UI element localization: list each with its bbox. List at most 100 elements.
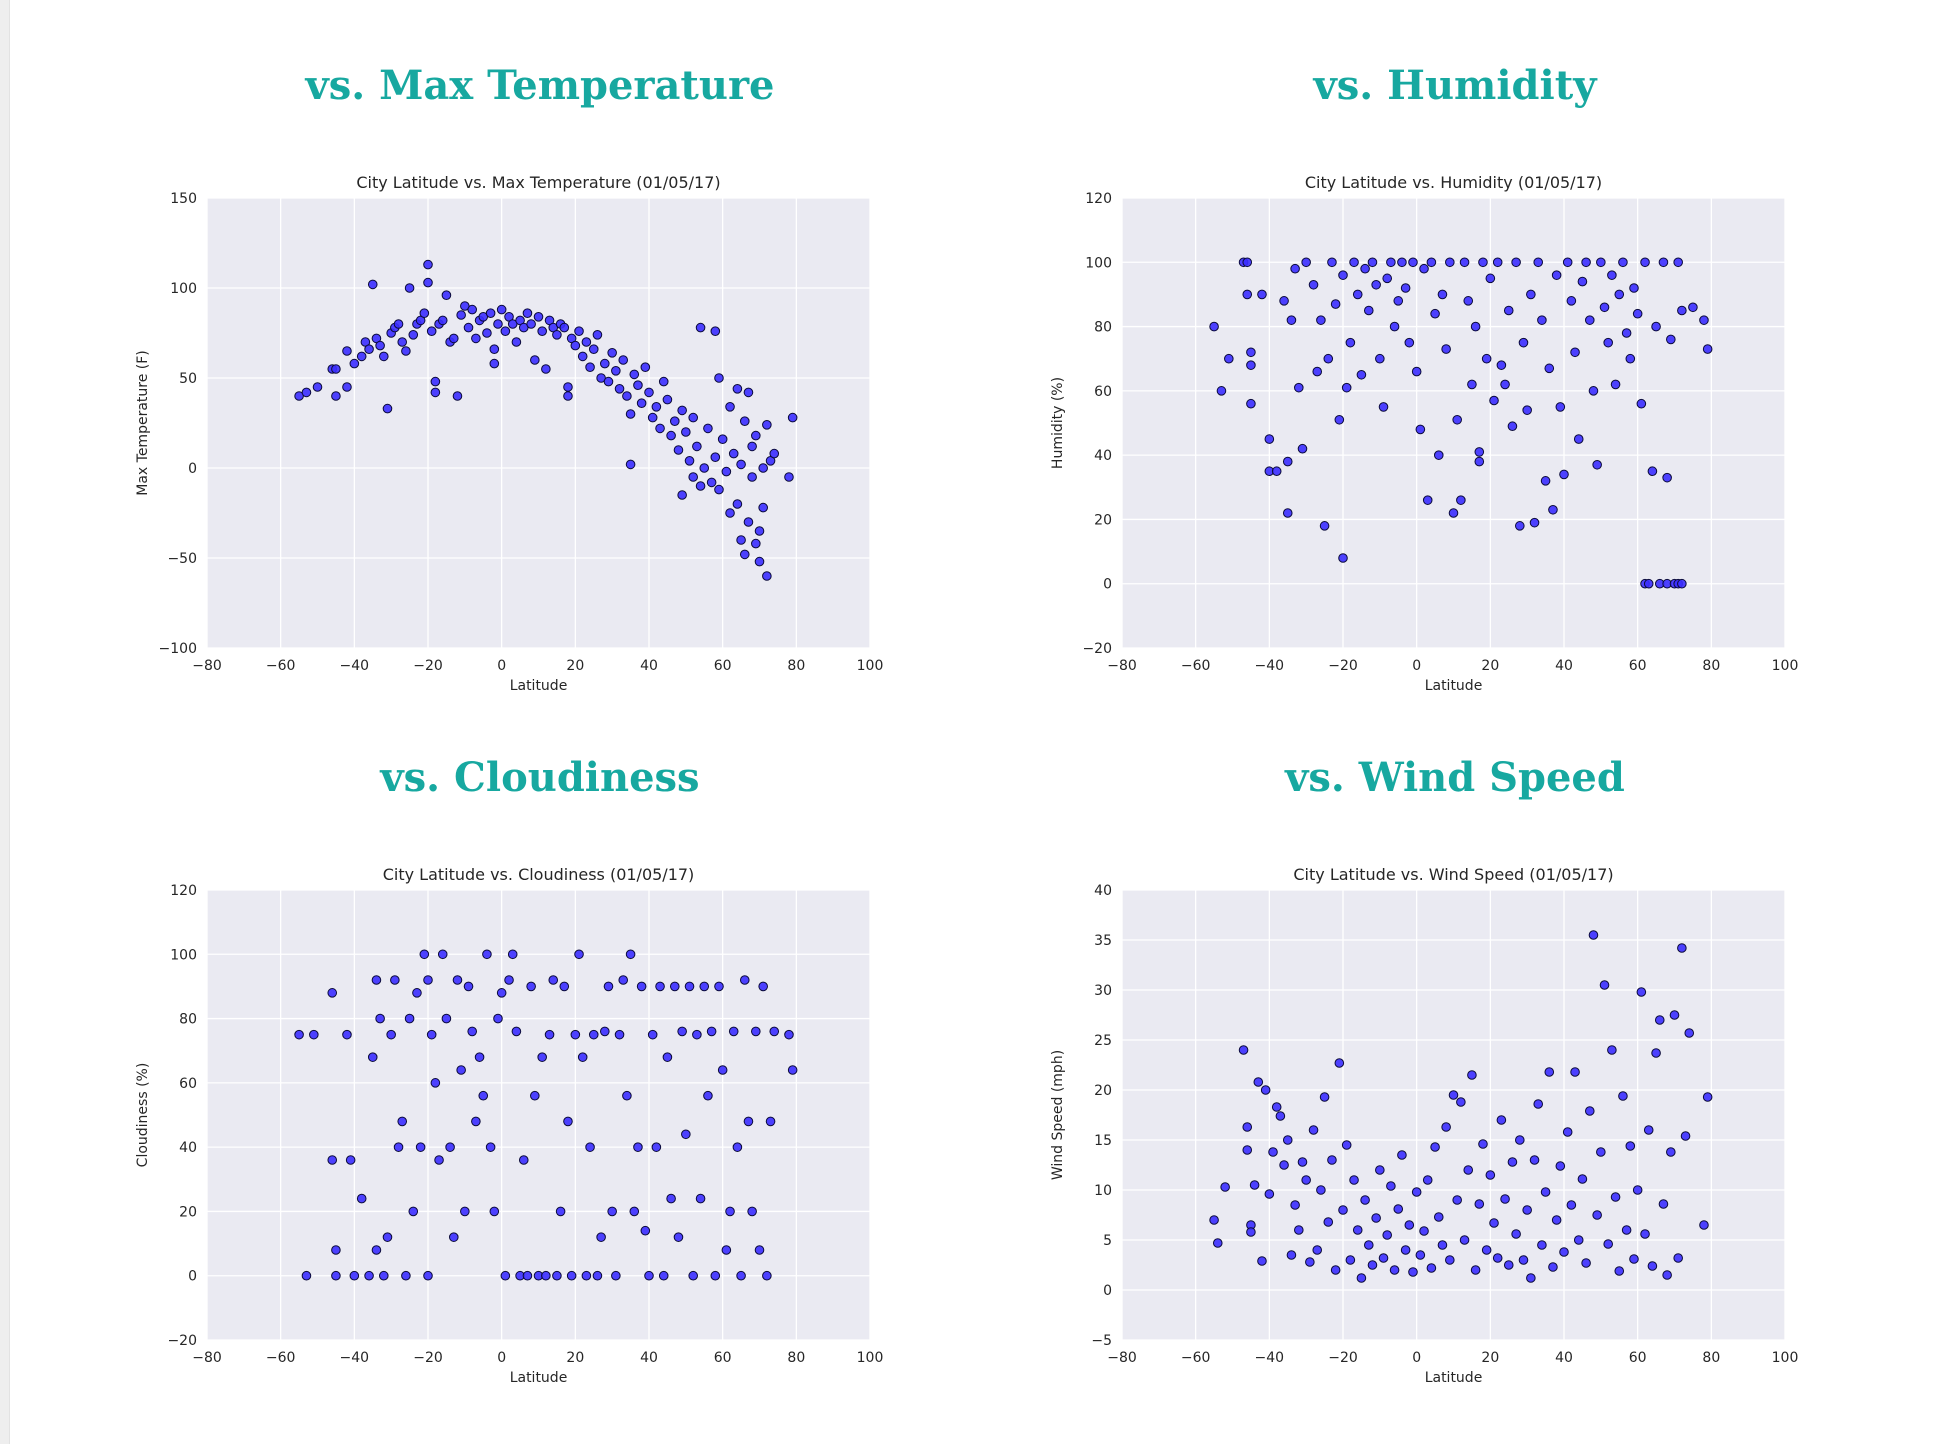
gridlines <box>1121 889 1786 1341</box>
data-point <box>530 1090 540 1101</box>
data-point <box>1496 360 1507 370</box>
y-tick-label: 60 <box>179 1076 197 1092</box>
y-tick-label: 0 <box>1103 577 1112 593</box>
data-point <box>1290 263 1300 274</box>
data-point <box>725 1206 735 1217</box>
data-point <box>375 1013 385 1024</box>
data-point <box>412 988 422 998</box>
data-point <box>1662 1270 1672 1280</box>
data-point <box>1699 1220 1709 1230</box>
data-point <box>1242 289 1253 300</box>
data-point <box>1544 1067 1555 1077</box>
data-point <box>1562 257 1573 268</box>
data-point <box>681 1129 691 1140</box>
data-point <box>537 326 547 336</box>
y-tick-label: 20 <box>179 1204 197 1220</box>
data-point <box>1430 1142 1440 1152</box>
data-point <box>1548 504 1558 515</box>
data-point <box>743 517 754 527</box>
x-tick-label: −80 <box>1107 658 1137 674</box>
data-point <box>1209 1215 1219 1225</box>
y-tick-label: −20 <box>1082 641 1112 657</box>
data-point <box>622 391 632 401</box>
data-point <box>1389 321 1400 332</box>
plot-area <box>1122 198 1785 648</box>
data-point <box>1253 1077 1264 1087</box>
x-tick-label: 40 <box>640 658 658 674</box>
data-point <box>1400 283 1411 293</box>
data-point <box>721 466 732 477</box>
data-point <box>1559 469 1569 480</box>
data-point <box>1677 943 1687 953</box>
x-tick-label: −40 <box>340 1350 370 1366</box>
data-point <box>666 430 676 441</box>
data-point <box>1470 321 1481 332</box>
data-point <box>614 1029 625 1040</box>
data-point <box>1334 414 1345 425</box>
data-point <box>754 1245 765 1255</box>
data-point <box>423 259 433 270</box>
data-point <box>1345 337 1356 348</box>
data-point <box>482 949 492 960</box>
y-tick-label: 0 <box>188 461 197 477</box>
x-tick-label: 60 <box>714 1350 732 1366</box>
data-point <box>1562 1127 1573 1137</box>
data-point <box>1323 353 1334 364</box>
data-point <box>669 416 680 427</box>
data-point <box>1481 353 1492 364</box>
data-point <box>1511 257 1521 268</box>
data-point <box>485 308 496 318</box>
data-point <box>1618 1091 1628 1101</box>
data-point <box>541 1270 551 1281</box>
data-point <box>1386 1181 1396 1191</box>
data-point <box>607 348 617 358</box>
data-point <box>1282 508 1293 518</box>
data-point <box>397 1116 408 1127</box>
data-point <box>445 1142 455 1152</box>
data-point <box>301 387 312 398</box>
y-tick-label: 120 <box>1085 191 1112 207</box>
data-point <box>1651 1048 1661 1058</box>
data-point <box>1566 1200 1577 1210</box>
data-point <box>611 1270 621 1281</box>
data-point <box>1573 434 1584 444</box>
data-point <box>1625 1141 1636 1151</box>
data-point <box>695 322 706 333</box>
data-point <box>1566 296 1577 306</box>
data-point <box>1632 308 1643 319</box>
x-tick-label: 60 <box>1629 658 1647 674</box>
data-point <box>710 1270 721 1281</box>
data-point <box>1286 1250 1297 1260</box>
data-point <box>371 975 382 985</box>
data-point <box>437 949 448 960</box>
data-point <box>327 988 338 998</box>
plot-area <box>207 198 870 648</box>
data-point <box>1246 1227 1256 1237</box>
data-point <box>1330 299 1341 309</box>
data-point <box>732 384 743 394</box>
data-point <box>577 351 588 362</box>
data-point <box>401 1270 411 1281</box>
data-point <box>507 949 518 960</box>
data-point <box>537 1052 547 1062</box>
data-point <box>1404 1220 1415 1230</box>
data-point <box>1305 1257 1315 1267</box>
y-axis-label: Wind Speed (mph) <box>1050 1050 1066 1180</box>
data-point <box>349 1270 360 1281</box>
data-point <box>1688 302 1698 313</box>
data-point <box>1489 1218 1499 1228</box>
data-point <box>312 382 323 392</box>
x-tick-label: −20 <box>413 658 443 674</box>
x-tick-label: 0 <box>497 1350 506 1366</box>
data-point <box>375 340 385 351</box>
data-point <box>1268 1147 1278 1157</box>
data-point <box>1430 308 1440 319</box>
y-tick-label: 150 <box>170 191 197 207</box>
data-point <box>563 382 573 392</box>
data-point <box>1422 1175 1433 1185</box>
x-tick-label: 100 <box>857 1350 884 1366</box>
data-point <box>552 330 562 340</box>
data-point <box>710 326 721 336</box>
data-point <box>511 1026 522 1037</box>
gridlines <box>206 889 871 1341</box>
